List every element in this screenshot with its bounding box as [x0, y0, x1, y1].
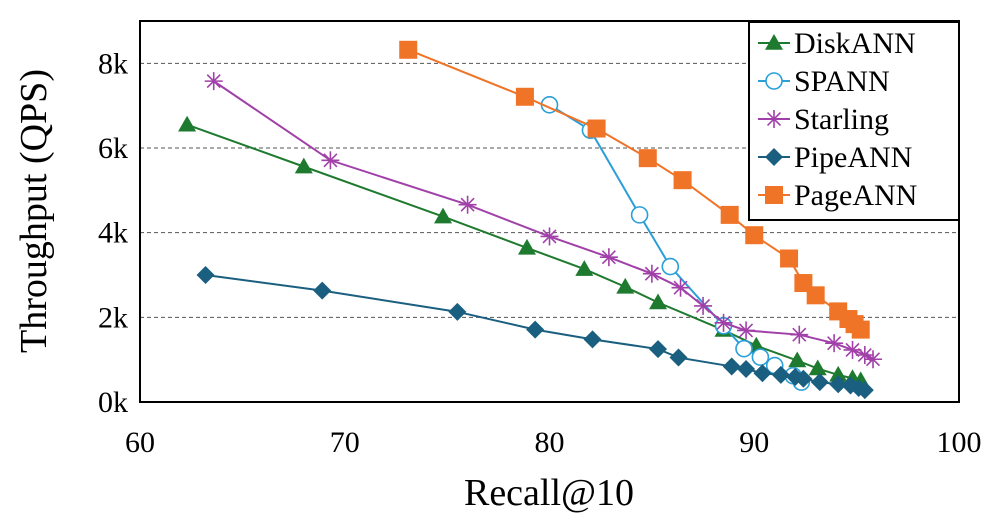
diskann-point [616, 277, 635, 294]
diskann-point [575, 260, 594, 276]
starling-point [458, 195, 477, 214]
diskann-point [434, 207, 453, 224]
pipeann-point [669, 348, 688, 367]
starling-point [671, 278, 690, 297]
starling-point [642, 264, 661, 283]
pipeann-point [794, 369, 813, 388]
legend-item-pageann: PageANN [758, 179, 917, 212]
legend-item-pipeann: PipeANN [758, 141, 912, 174]
legend-marker [765, 34, 783, 50]
legend-label: DiskANN [794, 27, 916, 60]
y-tick-label: 2k [98, 301, 128, 334]
series-starling [204, 72, 883, 369]
legend-label: SPANN [794, 65, 890, 98]
pipeann-point [722, 357, 741, 376]
legend-box [748, 21, 960, 221]
pipeann-point [810, 373, 829, 392]
pageann-point [587, 119, 606, 138]
starling-point [790, 325, 809, 344]
pipeann-point [448, 302, 467, 321]
x-tick-label: 60 [125, 426, 155, 459]
pipeann-point [737, 359, 756, 378]
diskann-point [517, 238, 536, 255]
series-pageann [399, 40, 870, 339]
starling-point [599, 248, 618, 267]
starling-point [714, 313, 733, 332]
starling-point [694, 296, 713, 315]
x-tick-label: 70 [330, 426, 360, 459]
legend-label: PipeANN [794, 141, 912, 174]
pageann-point [806, 286, 825, 305]
diskann-point [178, 115, 197, 132]
series-pipeann [196, 266, 874, 400]
legend-label: Starling [794, 103, 889, 136]
starling-point [864, 350, 883, 369]
pageann-point [720, 205, 739, 224]
legend-item-diskann: DiskANN [758, 27, 916, 60]
pipeann-point [829, 375, 848, 394]
legend-marker [765, 148, 783, 166]
starling-point [737, 321, 756, 340]
legend-item-starling: Starling [758, 103, 889, 136]
pipeann-point [583, 330, 602, 349]
pipeann-point [196, 266, 215, 284]
pageann-point [745, 226, 764, 245]
diskann-point [649, 293, 668, 310]
x-axis-title: Recall@10 [464, 472, 634, 514]
pipeann-point [855, 381, 874, 400]
pageann-point [515, 87, 534, 106]
starling-point [204, 72, 223, 91]
spann-point [630, 206, 649, 224]
diskann-point [808, 359, 827, 376]
y-axis-title: Throughput (QPS) [13, 69, 55, 353]
spann-point [735, 339, 753, 358]
x-tick-label: 80 [535, 426, 565, 459]
pageann-point [399, 40, 418, 59]
pageann-point [673, 171, 692, 190]
spann-point [661, 257, 680, 276]
y-tick-label: 0k [98, 386, 128, 419]
y-tick-label: 6k [98, 132, 128, 165]
pipeann-point [526, 320, 545, 339]
legend-marker [765, 72, 783, 90]
legend-item-spann: SPANN [758, 65, 890, 98]
y-tick-label: 8k [98, 47, 128, 80]
diskann-point [788, 351, 807, 368]
legend-marker [765, 110, 783, 128]
legend: DiskANN SPANN Starling PipeANN PageANN [748, 21, 960, 221]
series-group [178, 40, 883, 400]
legend-label: PageANN [794, 179, 917, 212]
pipeann-point [313, 281, 332, 300]
pipeann-point [753, 364, 772, 383]
axis-ticks: 0k 2k 4k 6k 8k 60 70 80 90 100 [98, 47, 982, 459]
starling-point [825, 334, 844, 353]
pipeann-point [771, 365, 790, 384]
pageann-point [851, 320, 870, 339]
pipeann-point [649, 340, 668, 359]
diskann-point [829, 365, 848, 382]
x-tick-label: 100 [937, 426, 982, 459]
starling-point [321, 151, 340, 170]
pageann-point [638, 149, 657, 168]
x-tick-label: 90 [739, 426, 769, 459]
pageann-point [780, 249, 799, 268]
legend-marker [765, 186, 783, 204]
starling-point [540, 227, 559, 246]
diskann-point [294, 157, 313, 174]
spann-point [751, 348, 770, 366]
y-tick-label: 4k [98, 217, 128, 250]
